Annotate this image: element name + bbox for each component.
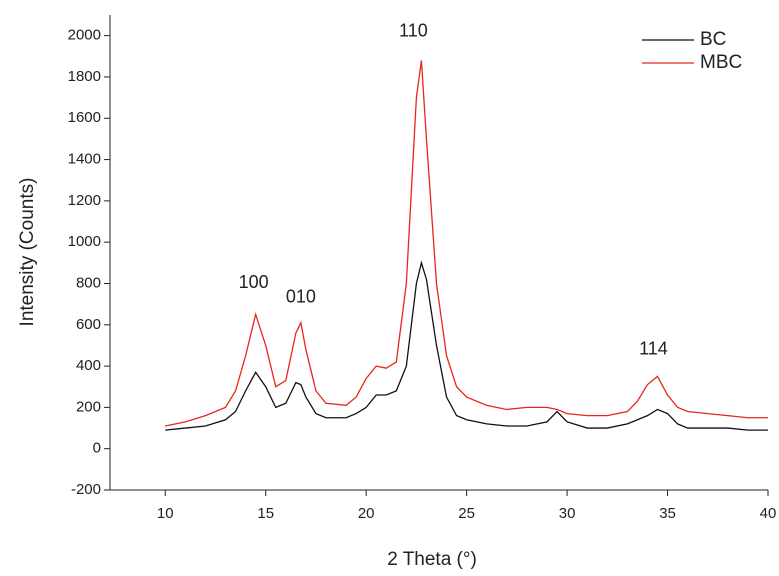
chart: 2 Theta (°) Intensity (Counts) -200 0 200 4…: [0, 0, 779, 576]
y-tick-label: 2000: [68, 27, 101, 44]
y-tick-label: 1000: [68, 233, 101, 250]
legend-label: MBC: [700, 52, 742, 73]
x-tick-label: 20: [358, 505, 375, 522]
x-tick-label: 35: [659, 505, 676, 522]
x-tick-label: 25: [458, 505, 475, 522]
x-tick-label: 15: [257, 505, 274, 522]
peak-label: 100: [239, 272, 269, 292]
y-tick-label: 1400: [68, 151, 101, 168]
peak-label: 110: [399, 20, 428, 40]
legend-label: BC: [700, 29, 726, 50]
y-tick-label: 600: [76, 316, 101, 333]
y-tick-label: 1600: [68, 109, 101, 126]
y-tick-label: -200: [71, 481, 101, 498]
y-tick-label: 0: [93, 440, 101, 457]
x-tick-label: 40: [760, 505, 777, 522]
x-tick-label: 10: [157, 505, 174, 522]
x-axis-label: 2 Theta (°): [387, 549, 477, 570]
y-tick-label: 1800: [68, 68, 101, 85]
x-tick-label: 30: [559, 505, 576, 522]
peak-label: 114: [639, 338, 668, 358]
y-tick-label: 800: [76, 274, 101, 291]
y-tick-label: 200: [76, 398, 101, 415]
y-tick-label: 1200: [68, 192, 101, 209]
y-tick-label: 400: [76, 357, 101, 374]
y-axis-label: Intensity (Counts): [17, 178, 38, 327]
peak-label: 010: [286, 287, 316, 307]
